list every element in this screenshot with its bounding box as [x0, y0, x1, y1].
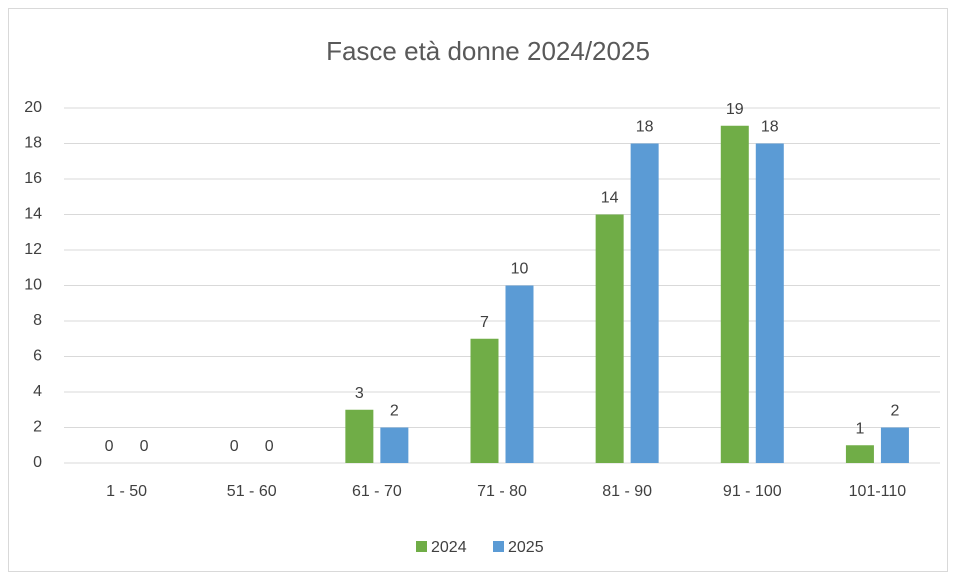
x-tick-label: 1 - 50	[106, 483, 147, 500]
y-tick-label: 2	[33, 419, 42, 436]
data-label: 10	[511, 261, 529, 278]
bar	[720, 125, 749, 463]
x-tick-label: 71 - 80	[477, 483, 527, 500]
y-tick-label: 12	[24, 241, 42, 258]
x-tick-label: 81 - 90	[602, 483, 652, 500]
y-tick-label: 18	[24, 135, 42, 152]
x-tick-label: 61 - 70	[352, 483, 402, 500]
y-tick-label: 16	[24, 170, 42, 187]
bar	[630, 143, 659, 463]
y-tick-label: 6	[33, 348, 42, 365]
chart-title: Fasce età donne 2024/2025	[326, 36, 650, 66]
y-tick-label: 8	[33, 312, 42, 329]
data-label: 0	[230, 438, 239, 455]
bar	[345, 409, 374, 463]
bar	[880, 427, 909, 463]
data-label: 0	[265, 438, 274, 455]
bar	[595, 214, 624, 463]
data-label: 18	[761, 119, 779, 136]
data-label: 0	[140, 438, 149, 455]
bar	[470, 338, 499, 463]
data-label: 14	[601, 190, 619, 207]
data-label: 19	[726, 101, 744, 118]
y-tick-label: 10	[24, 277, 42, 294]
chart-frame	[8, 8, 948, 572]
data-label: 18	[636, 119, 654, 136]
x-tick-label: 91 - 100	[723, 483, 782, 500]
x-tick-label: 51 - 60	[227, 483, 277, 500]
x-tick-label: 101-110	[849, 483, 907, 500]
bar	[380, 427, 409, 463]
bar	[755, 143, 784, 463]
y-tick-label: 0	[33, 454, 42, 471]
legend-label: 2024	[431, 539, 467, 556]
bar	[845, 445, 874, 463]
data-label: 0	[105, 438, 114, 455]
data-label: 1	[855, 420, 864, 437]
y-tick-label: 14	[24, 206, 42, 223]
data-label: 7	[480, 314, 489, 331]
data-label: 3	[355, 385, 364, 402]
legend-label: 2025	[508, 539, 544, 556]
legend-swatch	[493, 541, 504, 552]
bar	[505, 285, 534, 463]
data-label: 2	[390, 403, 399, 420]
data-label: 2	[890, 403, 899, 420]
legend-swatch	[416, 541, 427, 552]
y-tick-label: 4	[33, 383, 42, 400]
y-tick-label: 20	[24, 99, 42, 116]
